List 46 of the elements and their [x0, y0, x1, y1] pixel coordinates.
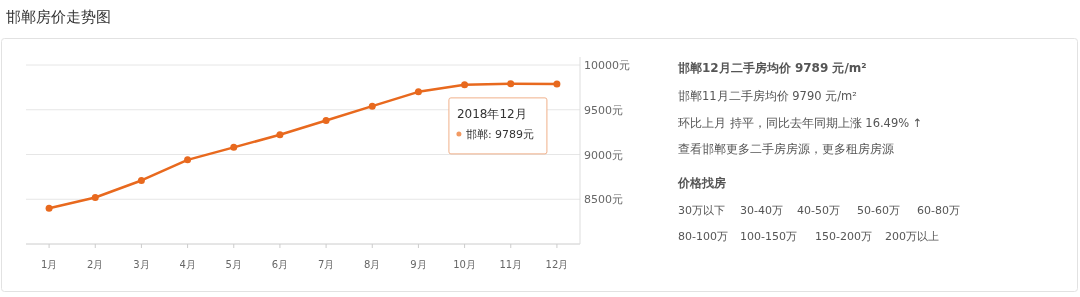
text: 30-40万 — [740, 204, 783, 217]
y-tick-label: 8500元 — [584, 193, 623, 207]
point — [507, 80, 515, 88]
text: 邯郸12月二手房均价 9789 元/m² — [677, 61, 867, 75]
point — [230, 143, 238, 151]
y-tick-label: 9000元 — [584, 148, 623, 162]
x-tick-label: 9月 — [410, 259, 427, 270]
point — [322, 116, 330, 124]
y-tick-label: 9500元 — [584, 103, 623, 117]
x-tick-label: 3月 — [133, 259, 150, 270]
y-tick-label: 10000元 — [584, 59, 630, 72]
tooltip: 2018年12月 邯郸: 9789元 — [448, 97, 548, 155]
point — [137, 176, 145, 184]
x-tick-label: 2月 — [87, 259, 104, 270]
text: 30万以下 — [678, 204, 725, 217]
point — [461, 81, 469, 89]
annotation: 2018年12月 — [456, 106, 527, 121]
text: 150-200万 — [815, 230, 872, 243]
point — [45, 204, 53, 212]
x-tick-label: 6月 — [271, 259, 289, 270]
x-tick-label: 5月 — [225, 259, 242, 270]
x-tick-label: 12月 — [545, 259, 569, 270]
text: 环比上月 持平，同比去年同期上涨 16.49% ↑ — [678, 116, 923, 130]
x-tick-label: 10月 — [453, 259, 476, 270]
x-tick-label: 7月 — [317, 259, 335, 270]
x-tick-label: 8月 — [364, 259, 381, 270]
text: 邯郸11月二手房均价 9790 元/m² — [678, 89, 857, 103]
text: 价格找房 — [677, 176, 726, 190]
text: 80-100万 — [678, 230, 728, 243]
x-tick-label: 4月 — [179, 259, 196, 270]
x-tick-label: 1月 — [40, 259, 58, 270]
text: 200万以上 — [885, 230, 939, 243]
annotation: 邯郸: 9789元 — [465, 127, 535, 141]
text: 40-50万 — [797, 204, 840, 217]
point — [368, 102, 376, 110]
point — [91, 193, 99, 201]
x-tick-label: 11月 — [499, 259, 523, 270]
text: 100-150万 — [740, 230, 797, 243]
text: 查看邯郸更多二手房房源，更多租房房源 — [678, 142, 894, 156]
point — [276, 131, 284, 139]
point — [414, 88, 422, 96]
point — [553, 80, 561, 88]
text: 50-60万 — [857, 204, 900, 217]
text: 60-80万 — [917, 204, 960, 217]
point — [184, 156, 192, 164]
chart-title: 邯郸房价走势图 — [6, 8, 111, 26]
